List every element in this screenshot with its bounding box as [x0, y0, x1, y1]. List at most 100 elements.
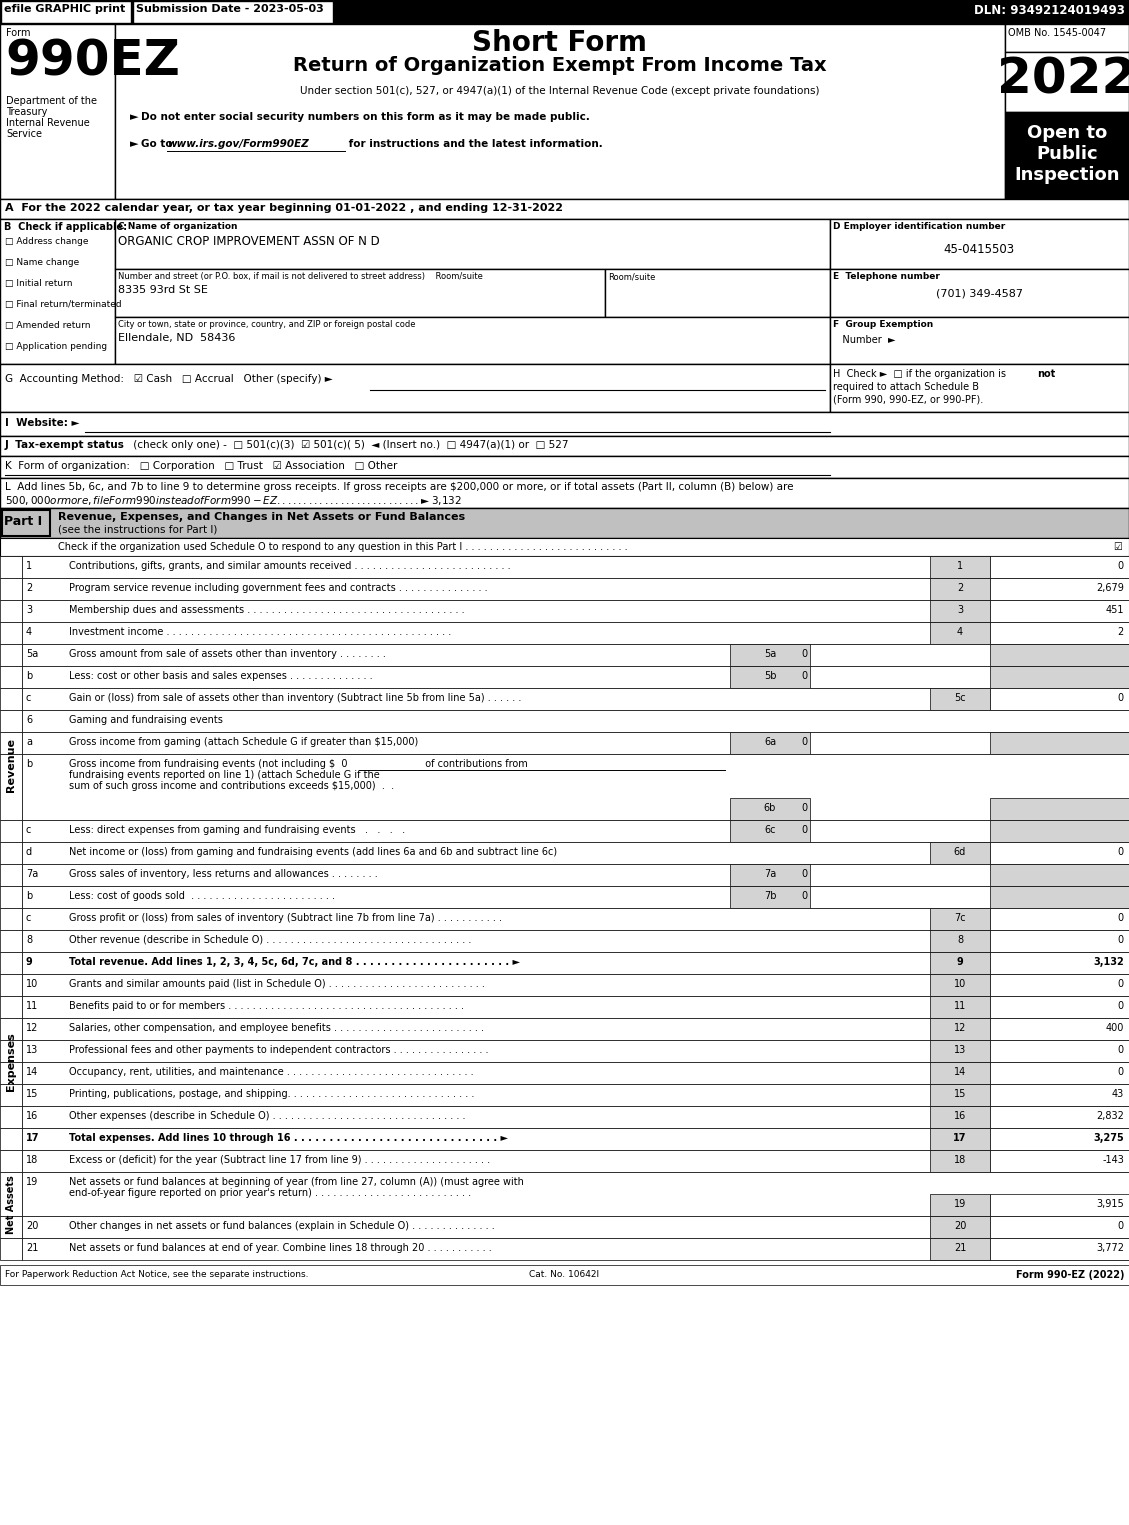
- Text: 20: 20: [26, 1222, 38, 1231]
- Text: Gross income from fundraising events (not including $  0: Gross income from fundraising events (no…: [69, 759, 348, 769]
- Bar: [0, 1061, 21, 1084]
- Text: Less: direct expenses from gaming and fundraising events   .   .   .   .: Less: direct expenses from gaming and fu…: [69, 825, 405, 836]
- Text: 1: 1: [26, 561, 32, 570]
- Text: Part I: Part I: [5, 515, 42, 528]
- Text: end-of-year figure reported on prior year's return) . . . . . . . . . . . . . . : end-of-year figure reported on prior yea…: [69, 1188, 471, 1199]
- Bar: [730, 798, 809, 820]
- Bar: [0, 688, 21, 711]
- Bar: [0, 1128, 21, 1150]
- Bar: [21, 599, 1129, 622]
- Text: 2,679: 2,679: [1096, 583, 1124, 593]
- Text: 0: 0: [800, 804, 807, 813]
- Text: 19: 19: [954, 1199, 966, 1209]
- Text: ►: ►: [130, 111, 139, 122]
- Text: 45-0415503: 45-0415503: [944, 242, 1015, 256]
- Text: 2: 2: [957, 583, 963, 593]
- Text: 990EZ: 990EZ: [5, 38, 180, 85]
- Bar: [0, 666, 21, 688]
- Text: J  Tax-exempt status: J Tax-exempt status: [5, 441, 125, 450]
- Text: www.irs.gov/Form990EZ: www.irs.gov/Form990EZ: [167, 139, 308, 149]
- Text: □ Application pending: □ Application pending: [5, 342, 107, 351]
- Text: Number  ►: Number ►: [833, 336, 895, 345]
- Text: for instructions and the latest information.: for instructions and the latest informat…: [345, 139, 603, 149]
- Text: 2: 2: [1118, 627, 1124, 637]
- Text: 0: 0: [800, 891, 807, 901]
- Bar: [990, 842, 1129, 865]
- Bar: [0, 622, 21, 644]
- Text: K  Form of organization:   □ Corporation   □ Trust   ☑ Association   □ Other: K Form of organization: □ Corporation □ …: [5, 461, 397, 471]
- Bar: [990, 1128, 1129, 1150]
- Text: b: b: [26, 891, 33, 901]
- Bar: [21, 886, 1129, 907]
- Text: of contributions from: of contributions from: [419, 759, 527, 769]
- Text: Less: cost of goods sold  . . . . . . . . . . . . . . . . . . . . . . . .: Less: cost of goods sold . . . . . . . .…: [69, 891, 335, 901]
- Bar: [930, 842, 990, 865]
- Text: Go to: Go to: [141, 139, 176, 149]
- Bar: [990, 930, 1129, 952]
- Text: 4: 4: [26, 627, 32, 637]
- Text: b: b: [26, 671, 33, 682]
- Bar: [730, 644, 809, 666]
- Text: 3: 3: [957, 605, 963, 615]
- Text: □ Name change: □ Name change: [5, 258, 79, 267]
- Text: Professional fees and other payments to independent contractors . . . . . . . . : Professional fees and other payments to …: [69, 1045, 489, 1055]
- Bar: [0, 711, 21, 732]
- Text: a: a: [26, 737, 32, 747]
- Text: 3,772: 3,772: [1096, 1243, 1124, 1254]
- Bar: [990, 865, 1129, 886]
- Text: 6c: 6c: [764, 825, 776, 836]
- Bar: [990, 688, 1129, 711]
- Text: ►: ►: [130, 139, 139, 149]
- Bar: [21, 842, 1129, 865]
- Text: E  Telephone number: E Telephone number: [833, 271, 939, 281]
- Bar: [0, 557, 21, 578]
- Bar: [0, 644, 21, 666]
- Text: OMB No. 1545-0047: OMB No. 1545-0047: [1008, 27, 1106, 38]
- Text: Net Assets: Net Assets: [6, 1176, 16, 1234]
- Text: c: c: [26, 913, 32, 923]
- Bar: [830, 268, 1129, 317]
- Text: $500,000 or more, file Form 990 instead of Form 990-EZ . . . . . . . . . . . . .: $500,000 or more, file Form 990 instead …: [5, 494, 462, 506]
- Text: Revenue: Revenue: [6, 738, 16, 791]
- Bar: [930, 1238, 990, 1260]
- Bar: [0, 1106, 21, 1128]
- Text: (see the instructions for Part I): (see the instructions for Part I): [58, 525, 218, 534]
- Text: Department of the: Department of the: [6, 96, 97, 107]
- Text: 3,915: 3,915: [1096, 1199, 1124, 1209]
- Text: Check if the organization used Schedule O to respond to any question in this Par: Check if the organization used Schedule …: [58, 541, 628, 552]
- Text: 17: 17: [953, 1133, 966, 1144]
- Text: Membership dues and assessments . . . . . . . . . . . . . . . . . . . . . . . . : Membership dues and assessments . . . . …: [69, 605, 465, 615]
- Bar: [0, 364, 830, 412]
- Text: 6b: 6b: [764, 804, 777, 813]
- Bar: [990, 798, 1129, 820]
- Text: 21: 21: [26, 1243, 38, 1254]
- Bar: [730, 865, 809, 886]
- Bar: [1, 2, 131, 23]
- Text: Short Form: Short Form: [473, 29, 648, 56]
- Text: 9: 9: [26, 958, 33, 967]
- Text: 0: 0: [1118, 1045, 1124, 1055]
- Bar: [990, 1106, 1129, 1128]
- Bar: [930, 1084, 990, 1106]
- Text: Occupancy, rent, utilities, and maintenance . . . . . . . . . . . . . . . . . . : Occupancy, rent, utilities, and maintena…: [69, 1068, 474, 1077]
- Text: G  Accounting Method:   ☑ Cash   □ Accrual   Other (specify) ►: G Accounting Method: ☑ Cash □ Accrual Ot…: [5, 374, 333, 384]
- Bar: [21, 907, 1129, 930]
- Text: 15: 15: [954, 1089, 966, 1100]
- Bar: [21, 974, 1129, 996]
- Bar: [21, 711, 1129, 732]
- Bar: [0, 24, 115, 198]
- Text: I  Website: ►: I Website: ►: [5, 418, 79, 429]
- Bar: [21, 622, 1129, 644]
- Text: □ Initial return: □ Initial return: [5, 279, 72, 288]
- Bar: [0, 886, 21, 907]
- Bar: [0, 1040, 21, 1061]
- Text: Total revenue. Add lines 1, 2, 3, 4, 5c, 6d, 7c, and 8 . . . . . . . . . . . . .: Total revenue. Add lines 1, 2, 3, 4, 5c,…: [69, 958, 520, 967]
- Text: B  Check if applicable:: B Check if applicable:: [5, 223, 128, 232]
- Bar: [0, 753, 21, 820]
- Text: 0: 0: [1118, 1000, 1124, 1011]
- Text: 10: 10: [26, 979, 38, 990]
- Text: 11: 11: [954, 1000, 966, 1011]
- Text: Expenses: Expenses: [6, 1032, 16, 1092]
- Bar: [605, 268, 830, 317]
- Text: For Paperwork Reduction Act Notice, see the separate instructions.: For Paperwork Reduction Act Notice, see …: [5, 1270, 308, 1279]
